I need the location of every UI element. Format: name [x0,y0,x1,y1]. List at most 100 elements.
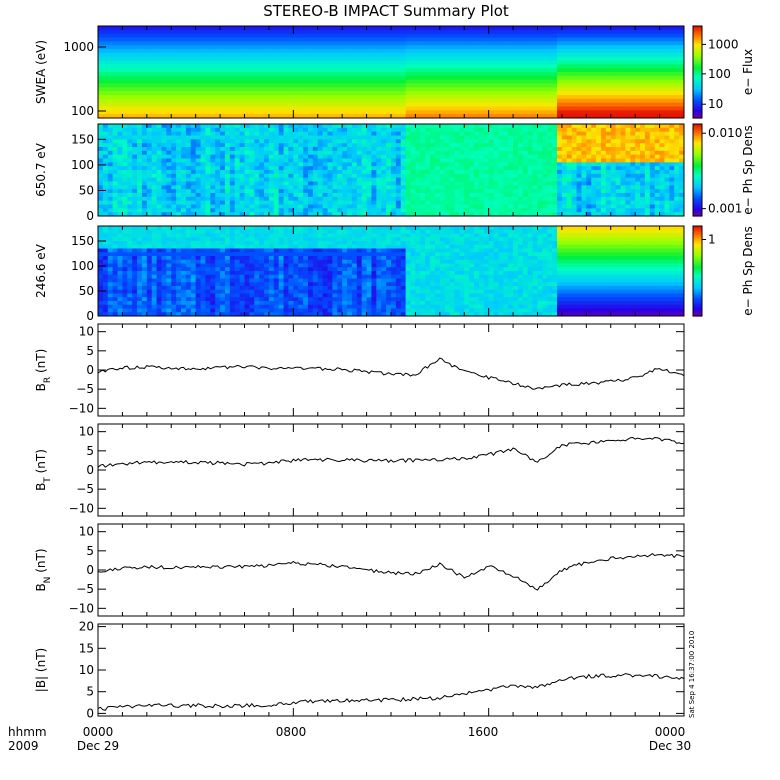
heatmap-cell-0 [508,56,514,61]
heatmap-cell-0 [181,45,187,50]
heatmap-cell-0 [586,68,592,73]
heatmap-cell-1 [254,189,260,194]
heatmap-cell-1 [195,150,202,156]
heatmap-cell-0 [454,87,460,92]
heatmap-cell-0 [210,75,216,81]
heatmap-cell-0 [566,95,573,100]
heatmap-cell-1 [322,124,329,129]
heatmap-cell-0 [264,49,270,54]
heatmap-cell-1 [229,200,236,205]
heatmap-cell-1 [376,173,382,179]
heatmap-cell-0 [249,49,255,54]
heatmap-cell-0 [483,52,490,58]
heatmap-cell-0 [420,41,426,46]
heatmap-cell-0 [532,29,538,35]
heatmap-cell-1 [522,162,529,167]
heatmap-cell-0 [98,87,104,92]
heatmap-cell-0 [537,79,543,84]
heatmap-cell-0 [317,64,324,69]
heatmap-cell-1 [517,208,524,213]
heatmap-cell-0 [600,49,607,54]
heatmap-cell-0 [508,29,514,35]
heatmap-cell-0 [215,68,221,73]
heatmap-cell-1 [351,158,358,163]
heatmap-cell-0 [122,114,128,119]
heatmap-cell-0 [434,114,441,119]
heatmap-cell-0 [454,68,460,73]
heatmap-cell-0 [659,110,665,115]
heatmap-cell-1 [508,139,514,144]
heatmap-cell-0 [532,102,538,107]
heatmap-cell-1 [469,166,475,171]
heatmap-cell-1 [332,127,338,133]
heatmap-cell-0 [459,37,465,42]
heatmap-cell-1 [503,131,509,136]
heatmap-cell-1 [513,150,519,156]
heatmap-cell-1 [503,185,509,190]
heatmap-cell-0 [493,83,499,88]
heatmap-cell-0 [249,98,255,104]
heatmap-cell-0 [532,26,538,31]
heatmap-cell-0 [381,45,387,50]
heatmap-cell-0 [557,37,563,42]
heatmap-cell-0 [649,37,656,42]
heatmap-cell-0 [410,37,416,42]
heatmap-cell-1 [425,170,431,175]
heatmap-cell-0 [605,83,612,88]
heatmap-cell-1 [293,143,299,148]
heatmap-cell-1 [469,154,475,159]
heatmap-cell-0 [146,64,153,69]
heatmap-cell-0 [195,98,202,104]
heatmap-cell-0 [596,87,602,92]
heatmap-cell-0 [395,98,402,104]
heatmap-cell-0 [561,26,568,31]
heatmap-cell-1 [508,189,514,194]
heatmap-cell-0 [288,110,294,115]
heatmap-cell-0 [122,45,128,50]
heatmap-cell-0 [141,98,148,104]
heatmap-cell-0 [576,110,582,115]
heatmap-cell-1 [132,196,138,202]
heatmap-cell-1 [478,166,485,171]
heatmap-cell-1 [303,162,309,167]
heatmap-cell-1 [386,135,392,140]
heatmap-cell-0 [200,79,206,84]
heatmap-cell-1 [259,173,265,179]
heatmap-cell-1 [342,177,348,182]
heatmap-cell-1 [410,212,416,217]
heatmap-cell-0 [615,72,622,77]
heatmap-cell-0 [98,52,104,58]
heatmap-cell-0 [391,114,397,119]
heatmap-cell-1 [205,173,211,179]
heatmap-cell-1 [376,200,382,205]
heatmap-cell-0 [283,49,289,54]
heatmap-cell-0 [273,91,280,96]
heatmap-cell-0 [298,49,304,54]
heatmap-cell-1 [278,131,285,136]
heatmap-cell-0 [151,98,158,104]
heatmap-cell-1 [420,166,426,171]
heatmap-cell-1 [288,135,294,140]
heatmap-cell-0 [459,79,465,84]
heatmap-cell-1 [420,170,426,175]
heatmap-cell-1 [347,166,353,171]
heatmap-cell-1 [410,204,416,209]
heatmap-cell-0 [215,37,221,42]
heatmap-cell-0 [508,68,514,73]
heatmap-cell-0 [517,72,524,77]
heatmap-cell-1 [151,135,158,140]
heatmap-cell-1 [303,131,309,136]
heatmap-cell-0 [439,110,446,115]
heatmap-cell-0 [610,49,617,54]
heatmap-cell-1 [513,200,519,205]
heatmap-cell-1 [215,158,221,163]
heatmap-cell-0 [332,110,338,115]
heatmap-cell-0 [268,45,275,50]
heatmap-cell-0 [381,72,387,77]
heatmap-cell-1 [298,189,304,194]
heatmap-cell-1 [117,181,123,186]
heatmap-cell-0 [600,68,607,73]
heatmap-cell-0 [503,83,509,88]
heatmap-cell-0 [229,98,236,104]
heatmap-cell-0 [210,49,216,54]
